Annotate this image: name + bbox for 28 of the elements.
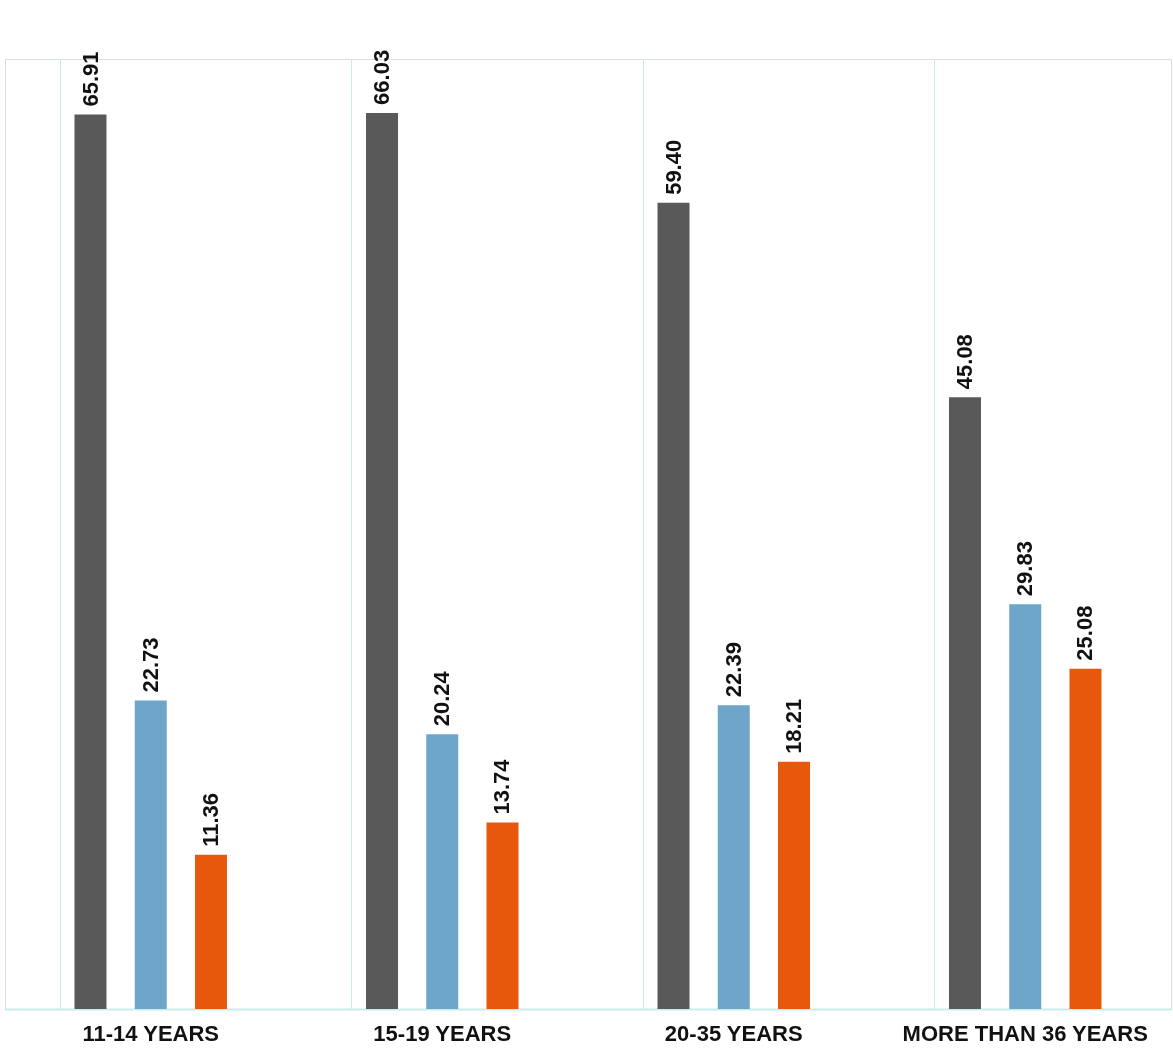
data-label: 18.21 — [780, 698, 806, 754]
data-label: 13.74 — [489, 758, 515, 815]
x-tick-label: 20-35 YEARS — [664, 1020, 803, 1046]
x-tick-label: MORE THAN 36 YEARS — [902, 1020, 1148, 1046]
x-tick-label: 15-19 YEARS — [373, 1020, 512, 1046]
bar — [1069, 668, 1102, 1009]
bar — [657, 202, 690, 1009]
bar — [486, 822, 519, 1009]
data-label: 29.83 — [1012, 541, 1038, 597]
bar — [74, 114, 107, 1009]
bar — [194, 854, 227, 1009]
x-tick-label: 11-14 YEARS — [82, 1020, 220, 1046]
bar — [366, 112, 399, 1009]
bar — [777, 761, 810, 1009]
bar — [134, 700, 167, 1009]
bar — [426, 734, 459, 1009]
bar — [949, 397, 982, 1009]
data-label: 45.08 — [952, 334, 978, 390]
data-label: 20.24 — [429, 670, 455, 727]
bar — [1009, 604, 1042, 1009]
data-label: 22.73 — [137, 637, 163, 693]
data-label: 59.40 — [660, 139, 686, 195]
data-label: 66.03 — [369, 49, 395, 105]
data-label: 25.08 — [1072, 605, 1098, 661]
bar — [717, 705, 750, 1009]
data-label: 22.39 — [720, 642, 746, 698]
data-label: 65.91 — [77, 51, 103, 107]
data-label: 11.36 — [197, 792, 223, 847]
